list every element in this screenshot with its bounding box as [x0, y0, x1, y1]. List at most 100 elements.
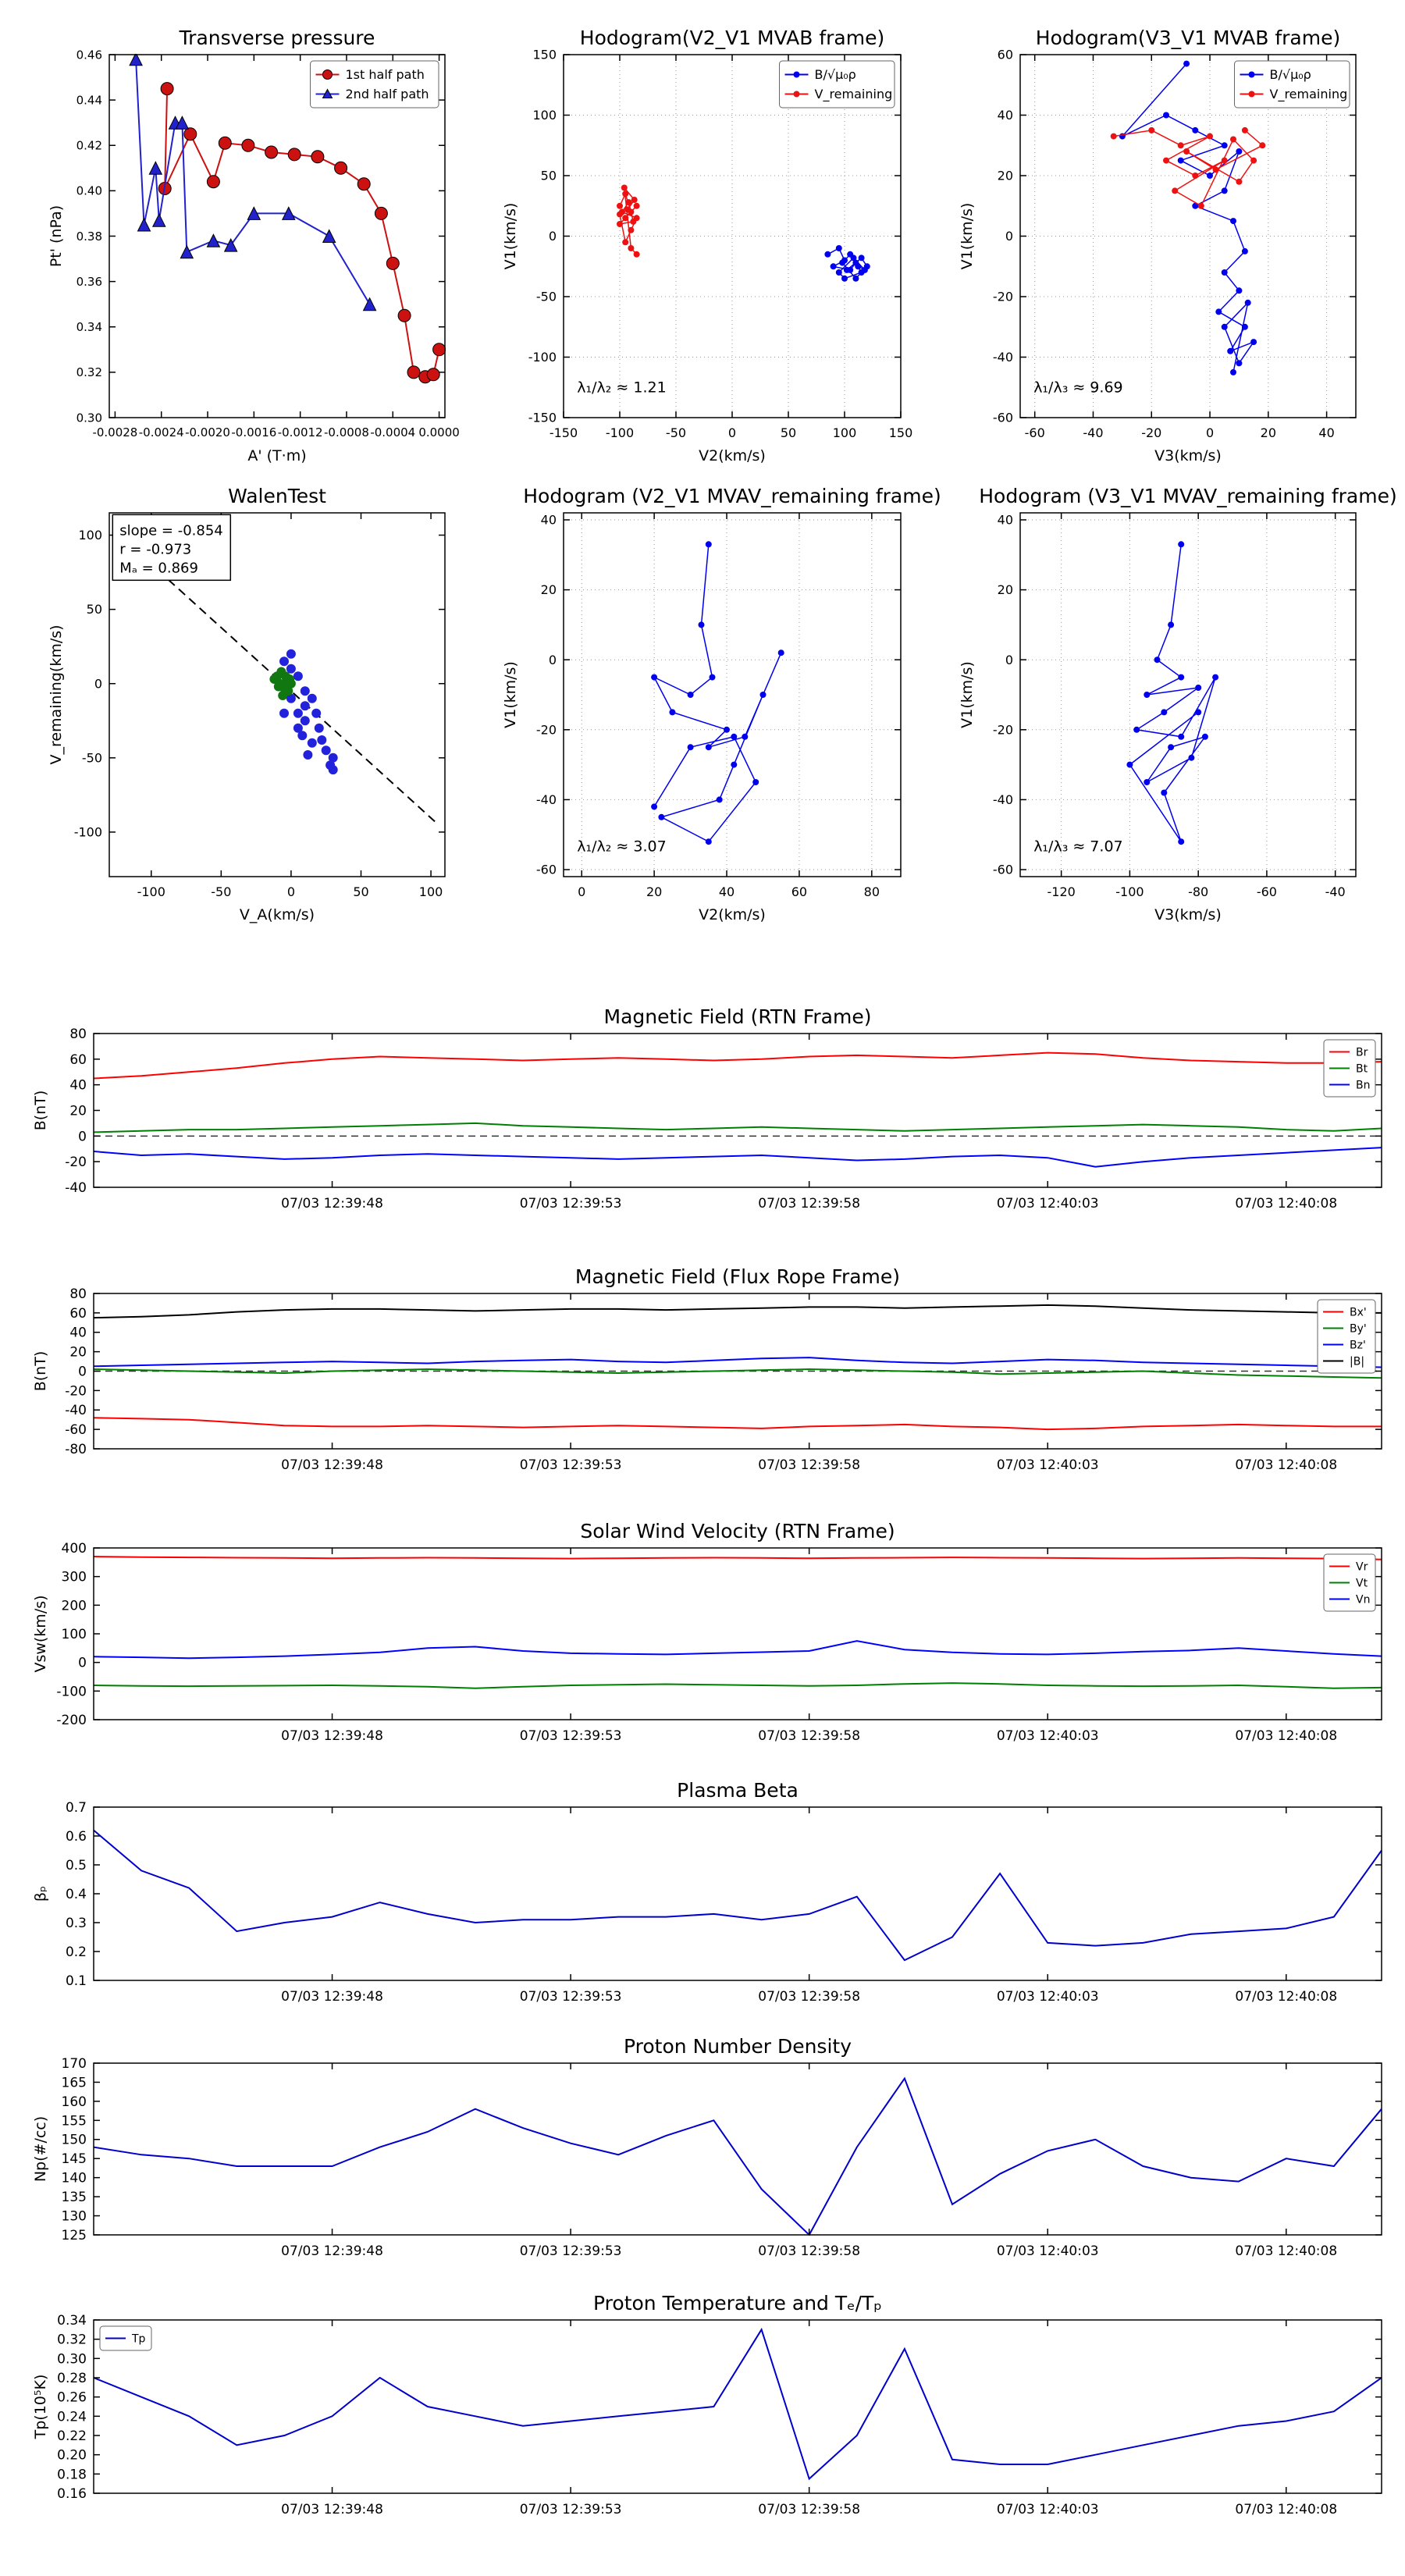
x-tick-label: 60	[791, 884, 807, 899]
y-tick-label: 0.46	[76, 48, 102, 62]
plot-area	[1020, 513, 1356, 877]
x-tick-label: 07/03 12:39:53	[520, 1728, 622, 1744]
annotation: λ₁/λ₂ ≈ 1.21	[577, 379, 666, 396]
chart-solar-wind-velocity: 07/03 12:39:48 07/03 12:39:53 07/03 12:39:…	[32, 1520, 1382, 1744]
x-axis-label: V3(km/s)	[1154, 906, 1222, 923]
chart-walen-test: -100 -50 0 50 100 -100 -50 0 50 100 WalenTest V_A(k…	[48, 485, 446, 923]
legend-label: V_remaining	[1270, 87, 1348, 102]
axes-frame	[93, 2062, 1382, 2236]
chart-magnetic-field-rtn: 07/03 12:39:48 07/03 12:39:53 07/03 12:39:…	[32, 1005, 1382, 1212]
y-tick-label: -50	[536, 290, 557, 304]
x-tick-label: 07/03 12:40:08	[1235, 1457, 1337, 1473]
x-tick-label: 100	[419, 884, 443, 899]
legend: 1st half path 2nd half path	[310, 60, 439, 109]
x-tick-label: 07/03 12:40:08	[1235, 1989, 1337, 2005]
y-tick-label: 165	[62, 2075, 87, 2090]
series-proton-number-density-0	[93, 2076, 1382, 2236]
series-|B|	[93, 1304, 1382, 1319]
y-tick-label: 0.34	[57, 2313, 87, 2329]
y-tick-label: 170	[62, 2056, 87, 2072]
legend: B/√μ₀ρ V_remaining	[1234, 60, 1350, 109]
y-tick-label: -20	[993, 290, 1013, 304]
y-tick-label: 0	[78, 1129, 87, 1144]
x-tick-label: -150	[550, 425, 578, 440]
axes-frame	[108, 512, 446, 877]
legend-label: Vn	[1356, 1593, 1370, 1606]
x-tick-label: 0	[728, 425, 736, 440]
x-tick-label: -0.0016	[231, 425, 276, 439]
y-axis-label: Pt' (nPa)	[48, 205, 65, 267]
legend-label: V_remaining	[815, 87, 893, 102]
legend-label: Bn	[1356, 1079, 1370, 1091]
y-tick-label: -100	[74, 825, 102, 840]
series-Br	[93, 1051, 1382, 1080]
legend-label: Bt	[1356, 1062, 1368, 1075]
legend-label: Bz'	[1350, 1339, 1366, 1351]
y-tick-label: 100	[532, 108, 557, 123]
y-tick-label: 0.30	[76, 411, 102, 425]
x-axis-label: V_A(km/s)	[240, 906, 315, 923]
y-tick-label: 0.36	[76, 275, 102, 289]
x-tick-label: 07/03 12:40:03	[997, 1196, 1099, 1212]
series-hodogram-v3v1-mvav-0	[1129, 544, 1216, 842]
y-axis-label: Np(#/cc)	[32, 2116, 49, 2182]
annotation: λ₁/λ₃ ≈ 9.69	[1033, 379, 1122, 396]
y-axis-label: V1(km/s)	[959, 203, 976, 270]
y-tick-label: 80	[69, 1286, 87, 1302]
legend: B/√μ₀ρ V_remaining	[779, 60, 895, 109]
chart-title: Solar Wind Velocity (RTN Frame)	[580, 1520, 895, 1542]
y-axis-label: B(nT)	[32, 1351, 49, 1392]
y-tick-label: -50	[82, 750, 102, 765]
y-tick-label: 0	[1005, 653, 1013, 667]
legend-label: Tp	[131, 2332, 146, 2345]
legend-label: B/√μ₀ρ	[815, 67, 856, 82]
y-tick-label: 40	[69, 1078, 87, 1094]
y-tick-label: 100	[62, 1627, 87, 1642]
series-plasma-beta-0	[93, 1829, 1382, 1962]
x-axis-label: A' (T·m)	[247, 447, 306, 464]
y-tick-label: -40	[536, 792, 557, 807]
y-tick-label: -60	[65, 1422, 87, 1438]
y-axis-label: V1(km/s)	[502, 661, 519, 728]
legend-label: B/√μ₀ρ	[1270, 67, 1311, 82]
stats-line: r = -0.973	[119, 541, 191, 557]
y-tick-label: 40	[998, 513, 1013, 528]
x-tick-label: 07/03 12:39:48	[281, 1989, 383, 2005]
y-tick-label: 155	[62, 2113, 87, 2129]
series-Vr	[93, 1556, 1382, 1560]
x-axis-label: V2(km/s)	[699, 447, 766, 464]
chart-hodogram-v3v1-mvab: -60 -40 -20 0 20 40 -60 -40 -20 0 20 40 60 Hodogram(V…	[959, 27, 1357, 464]
x-tick-label: 07/03 12:39:48	[281, 1196, 383, 1212]
x-tick-label: -0.0024	[139, 425, 184, 439]
legend: Br Bt Bn	[1323, 1039, 1376, 1098]
y-tick-label: -60	[993, 863, 1013, 877]
x-tick-label: -60	[1257, 884, 1277, 899]
y-tick-label: 130	[62, 2209, 87, 2225]
x-tick-label: -50	[211, 884, 231, 899]
x-tick-label: 07/03 12:39:58	[758, 1728, 860, 1744]
series-Bn	[93, 1147, 1382, 1168]
x-tick-label: 07/03 12:39:53	[520, 1457, 622, 1473]
plot-area	[564, 513, 901, 877]
legend-label: 1st half path	[346, 67, 425, 82]
y-tick-label: 50	[87, 602, 102, 617]
x-tick-label: 0.0000	[418, 425, 460, 439]
x-tick-label: 07/03 12:39:58	[758, 2243, 860, 2259]
y-tick-label: 0.32	[57, 2332, 87, 2348]
chart-plasma-beta: 07/03 12:39:48 07/03 12:39:53 07/03 12:39:…	[32, 1779, 1382, 2005]
x-tick-label: 150	[889, 425, 913, 440]
x-tick-label: 07/03 12:39:48	[281, 2243, 383, 2259]
y-tick-label: -60	[993, 411, 1013, 425]
y-tick-label: 60	[69, 1052, 87, 1068]
y-tick-label: 0.4	[66, 1887, 87, 1902]
x-tick-label: -40	[1325, 884, 1346, 899]
legend-label: Bx'	[1350, 1306, 1367, 1318]
y-tick-label: 0.44	[76, 93, 102, 107]
stats-line: Mₐ = 0.869	[119, 560, 198, 576]
chart-proton-temperature: 07/03 12:39:48 07/03 12:39:53 07/03 12:39:…	[32, 2292, 1382, 2517]
y-tick-label: 0.16	[57, 2486, 87, 2502]
y-tick-label: 20	[69, 1345, 87, 1361]
x-tick-label: 07/03 12:39:58	[758, 1989, 860, 2005]
plot-area	[93, 1051, 1382, 1168]
